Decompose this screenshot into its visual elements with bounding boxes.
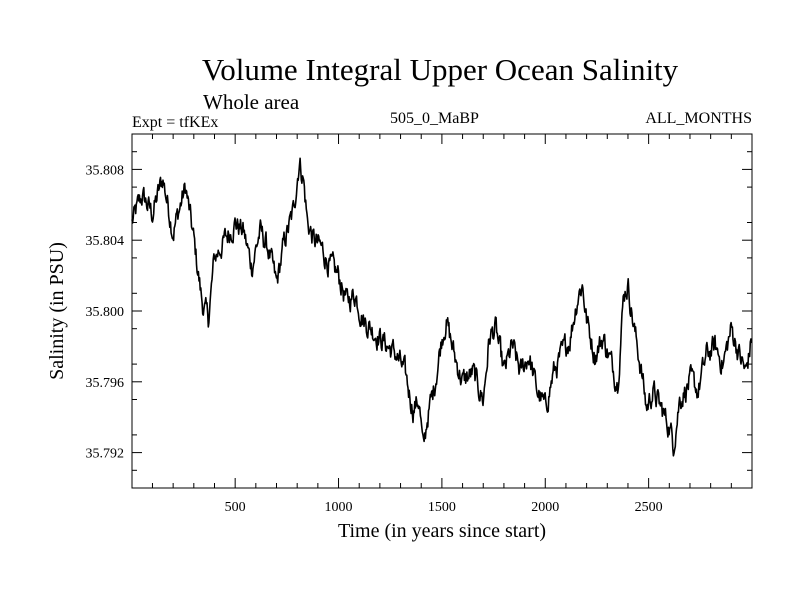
salinity-series-line bbox=[131, 157, 753, 457]
plot-frame bbox=[131, 133, 753, 489]
chart-subtitle: Whole area bbox=[203, 90, 300, 114]
x-tick-label: 2000 bbox=[531, 500, 559, 515]
y-tick-label: 35.804 bbox=[86, 234, 125, 249]
chart-title: Volume Integral Upper Ocean Salinity bbox=[201, 52, 679, 87]
y-tick-label: 35.800 bbox=[86, 305, 125, 320]
y-tick-label: 35.796 bbox=[86, 376, 125, 391]
x-axis-label: Time (in years since start) bbox=[338, 520, 546, 542]
y-tick-label: 35.792 bbox=[86, 447, 125, 462]
x-tick-label: 2500 bbox=[635, 500, 663, 515]
experiment-label: Expt = tfKEx bbox=[132, 114, 219, 131]
x-tick-label: 500 bbox=[225, 500, 246, 515]
x-tick-label: 1000 bbox=[325, 500, 353, 515]
y-axis-label: Salinity (in PSU) bbox=[46, 242, 68, 380]
months-label: ALL_MONTHS bbox=[645, 110, 752, 127]
run-label: 505_0_MaBP bbox=[390, 110, 479, 127]
x-tick-label: 1500 bbox=[428, 500, 456, 515]
y-tick-label: 35.808 bbox=[86, 163, 125, 178]
